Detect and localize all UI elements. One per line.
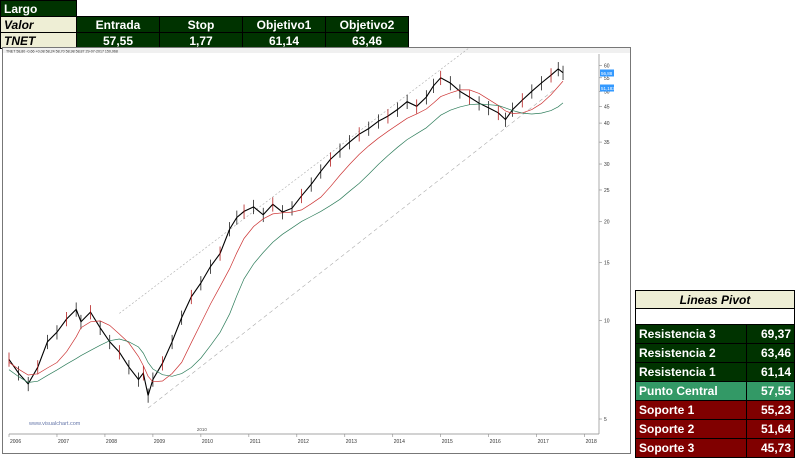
y-tick-label-30: 30: [604, 162, 610, 168]
pivot-value-r2: 63,46: [746, 343, 795, 363]
value-label: Valor: [0, 16, 77, 33]
header-stop: Stop: [159, 16, 243, 33]
y-tick-label-20: 20: [604, 220, 610, 226]
y-tick-label-60: 60: [604, 63, 610, 69]
x-tick-label-2016: 2016: [490, 439, 501, 445]
y-tick-label-45: 45: [604, 104, 610, 110]
chart-canvas: TNET 58,80 -0,66 +0,08 58,24 58,70 58,98…: [3, 48, 630, 445]
y-tick-label-5: 5: [604, 417, 607, 423]
pivot-value-s3: 45,73: [746, 438, 795, 458]
x-mid-label-2010: 2010: [197, 427, 208, 432]
price-tag-label-0: 56,88: [601, 71, 613, 76]
price-chart: TNET 58,80 -0,66 +0,08 58,24 58,70 58,98…: [2, 47, 631, 454]
chart-top-bar-text: TNET 58,80 -0,66 +0,08 58,24 58,70 58,98…: [6, 50, 118, 54]
x-tick-label-2006: 2006: [10, 439, 21, 445]
pivot-table: Lineas Pivot Resistencia 3 69,37 Resisten…: [635, 290, 795, 458]
x-tick-label-2014: 2014: [394, 439, 405, 445]
pivot-value-s1: 55,23: [746, 400, 795, 420]
x-tick-label-2007: 2007: [58, 439, 69, 445]
x-tick-label-2013: 2013: [346, 439, 357, 445]
y-tick-label-10: 10: [604, 318, 610, 324]
pivot-label-r1: Resistencia 1: [635, 362, 747, 382]
y-tick-label-35: 35: [604, 140, 610, 146]
pivot-label-r2: Resistencia 2: [635, 343, 747, 363]
x-tick-label-2011: 2011: [250, 439, 261, 445]
x-tick-label-2015: 2015: [442, 439, 453, 445]
ma-long-line: [8, 102, 564, 383]
x-tick-label-2017: 2017: [538, 439, 549, 445]
value-objetivo2: 63,46: [325, 32, 409, 49]
price-tag-box-1: [600, 84, 614, 92]
chart-top-bar: [3, 48, 630, 53]
pivot-spacer: [635, 308, 795, 325]
x-tick-label-2008: 2008: [106, 439, 117, 445]
price-tag-label-1: 51,183: [601, 86, 615, 91]
pivot-label-s2: Soporte 2: [635, 419, 747, 439]
y-tick-label-55: 55: [604, 76, 610, 82]
pivot-value-r3: 69,37: [746, 324, 795, 344]
pivot-label-r3: Resistencia 3: [635, 324, 747, 344]
x-tick-label-2009: 2009: [154, 439, 165, 445]
ma-short-line: [8, 80, 564, 383]
trade-table: Largo Valor Entrada Stop Objetivo1 Objet…: [0, 0, 409, 49]
x-tick-label-2018: 2018: [586, 439, 597, 445]
y-tick-label-15: 15: [604, 261, 610, 267]
x-tick-label-2010: 2010: [202, 439, 213, 445]
header-objetivo2: Objetivo2: [325, 16, 409, 33]
lower-channel-line: [147, 88, 557, 409]
pivot-value-r1: 61,14: [746, 362, 795, 382]
direction-label: Largo: [0, 0, 77, 17]
value-stop: 1,77: [159, 32, 243, 49]
pivot-value-central: 57,55: [746, 381, 795, 401]
pivot-title: Lineas Pivot: [635, 290, 795, 309]
upper-channel-line: [119, 48, 470, 314]
value-entrada: 57,55: [76, 32, 160, 49]
pivot-value-s2: 51,64: [746, 419, 795, 439]
y-tick-label-25: 25: [604, 188, 610, 194]
header-objetivo1: Objetivo1: [242, 16, 326, 33]
watermark-text: www.visualchart.com: [28, 421, 81, 427]
pivot-label-central: Punto Central: [635, 381, 747, 401]
pivot-label-s3: Soporte 3: [635, 438, 747, 458]
price-tag-box-0: [600, 69, 614, 77]
y-tick-label-40: 40: [604, 121, 610, 127]
y-tick-label-50: 50: [604, 89, 610, 95]
pivot-label-s1: Soporte 1: [635, 400, 747, 420]
ticker-label: TNET: [0, 32, 77, 49]
header-entrada: Entrada: [76, 16, 160, 33]
x-tick-label-2012: 2012: [298, 439, 309, 445]
